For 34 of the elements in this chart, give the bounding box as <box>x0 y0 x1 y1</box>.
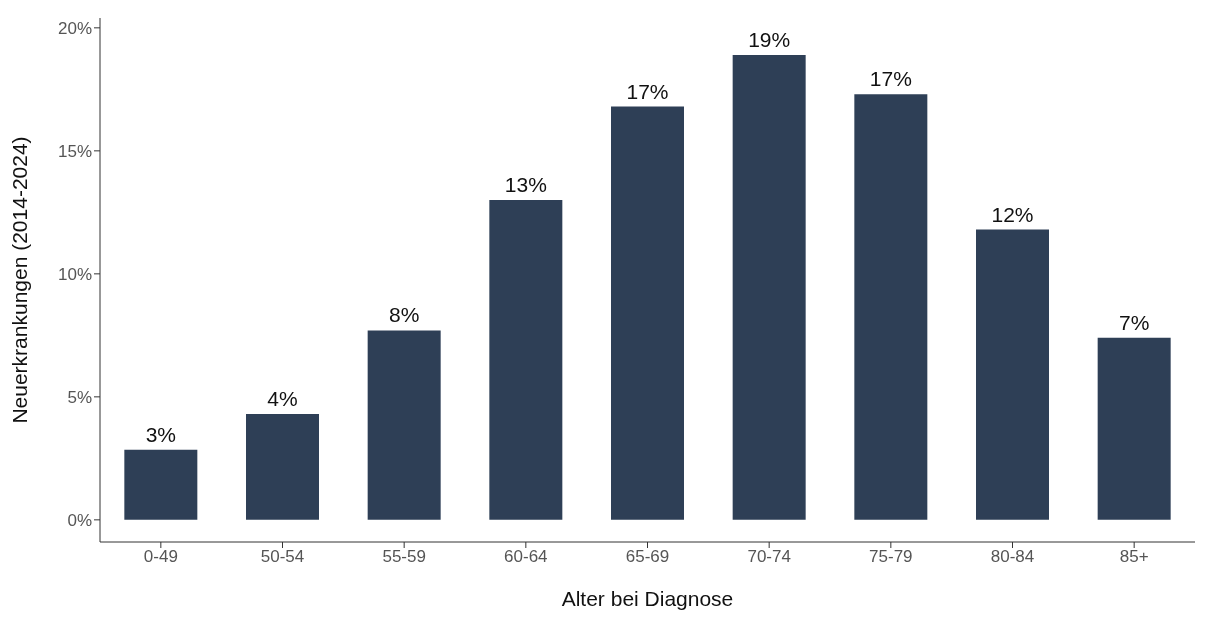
x-tick-label: 80-84 <box>990 547 1035 567</box>
data-label: 19% <box>748 27 791 51</box>
x-tick-label: 65-69 <box>625 547 670 567</box>
data-label: 17% <box>626 79 669 103</box>
x-tick-label: 75-79 <box>869 547 913 567</box>
bar <box>732 54 806 520</box>
data-label: 3% <box>145 422 177 446</box>
bar <box>611 106 684 520</box>
data-label: 17% <box>869 67 912 91</box>
bar <box>976 229 1049 520</box>
x-tick-label: 0-49 <box>143 547 178 567</box>
data-label: 4% <box>267 387 298 411</box>
bar <box>1097 337 1171 520</box>
y-tick-label: 0% <box>67 510 92 530</box>
data-label: 12% <box>991 202 1034 226</box>
y-axis-title: Neuerkrankungen (2014-2024) <box>8 136 32 424</box>
bar <box>124 449 198 520</box>
x-tick-label: 70-74 <box>747 547 791 567</box>
bar <box>854 94 928 520</box>
x-tick-label: 85+ <box>1119 547 1149 567</box>
bar <box>489 200 563 520</box>
data-label: 7% <box>1118 310 1150 334</box>
bar <box>246 414 319 520</box>
data-label: 8% <box>388 303 420 327</box>
x-axis-title: Alter bei Diagnose <box>561 587 734 610</box>
x-tick-label: 55-59 <box>382 547 426 567</box>
y-tick-label: 15% <box>57 141 92 161</box>
y-tick-label: 20% <box>57 18 92 38</box>
data-label: 13% <box>504 173 547 197</box>
x-tick-label: 60-64 <box>504 547 548 567</box>
y-tick-label: 10% <box>57 264 92 284</box>
y-tick-label: 5% <box>67 387 92 407</box>
bar <box>367 330 441 520</box>
x-tick-label: 50-54 <box>260 547 305 567</box>
